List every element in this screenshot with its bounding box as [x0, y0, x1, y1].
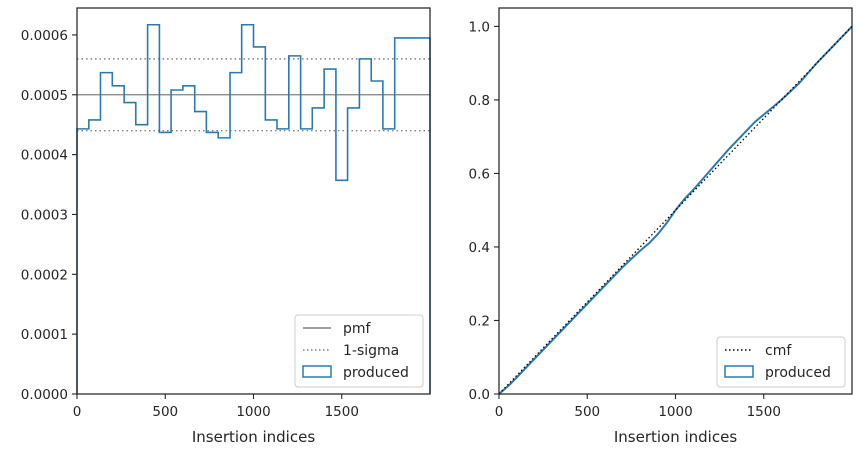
y-tick-label: 0.0004 [21, 148, 68, 164]
legend-label: produced [765, 365, 831, 381]
y-tick-label: 0.0006 [21, 28, 68, 44]
x-tick-label: 0 [73, 404, 82, 420]
x-axis-ticks: 0 500 1000 1500 [73, 394, 359, 420]
y-axis-ticks: 0.0000 0.0001 0.0002 0.0003 0.0004 0.0005 0.00… [21, 28, 77, 403]
cumulative-panel: 0 500 1000 1500 0.0 0.2 0.4 0.6 0.8 1.0 Insertio… [469, 7, 853, 446]
legend: cmf produced [716, 336, 846, 388]
y-tick-label: 0.0005 [21, 88, 68, 104]
legend-swatch [302, 365, 332, 378]
y-tick-label: 0.4 [469, 240, 490, 256]
x-tick-label: 500 [574, 404, 600, 420]
legend-label: 1-sigma [343, 343, 399, 359]
y-tick-label: 0.0 [469, 387, 490, 403]
y-tick-label: 0.2 [469, 313, 490, 329]
reference-lines [77, 58, 430, 132]
y-tick-label: 0.6 [469, 166, 490, 182]
y-tick-label: 0.0001 [21, 327, 68, 343]
x-tick-label: 0 [495, 404, 504, 420]
x-tick-label: 500 [152, 404, 178, 420]
legend-label: pmf [343, 321, 372, 337]
histogram-panel: 0 500 1000 1500 0.00000.00010.00020.00030.0… [21, 7, 431, 446]
x-tick-label: 1000 [658, 404, 692, 420]
x-tick-label: 1500 [325, 404, 359, 420]
cmf-line [498, 25, 853, 395]
y-tick-label: 0.0000 [21, 387, 68, 403]
legend: pmf 1-sigma produced [294, 314, 424, 388]
legend-swatch [724, 365, 754, 378]
produced-step-line [76, 23, 431, 394]
y-tick-label: 0.0002 [21, 267, 68, 283]
plot-frame [498, 7, 853, 395]
produced-series [498, 25, 853, 395]
x-axis-label: Insertion indices [614, 428, 737, 446]
produced-cumulative-line [498, 25, 853, 395]
y-tick-label: 0.8 [469, 93, 490, 109]
x-tick-label: 1000 [236, 404, 270, 420]
y-tick-label: 1.0 [469, 19, 490, 35]
x-axis-ticks: 0 500 1000 1500 [495, 394, 781, 420]
produced-series [76, 23, 431, 394]
y-tick-label: 0.0003 [21, 207, 68, 223]
y-axis-ticks: 0.0 0.2 0.4 0.6 0.8 1.0 [469, 19, 499, 403]
legend-box [294, 314, 424, 388]
legend-label: produced [343, 365, 409, 381]
legend-label: cmf [765, 343, 792, 359]
x-axis-label: Insertion indices [192, 428, 315, 446]
x-tick-label: 1500 [747, 404, 781, 420]
